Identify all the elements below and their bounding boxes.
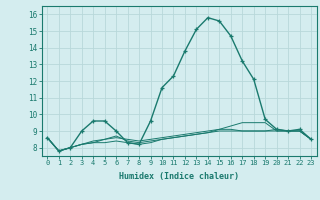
X-axis label: Humidex (Indice chaleur): Humidex (Indice chaleur) (119, 172, 239, 181)
